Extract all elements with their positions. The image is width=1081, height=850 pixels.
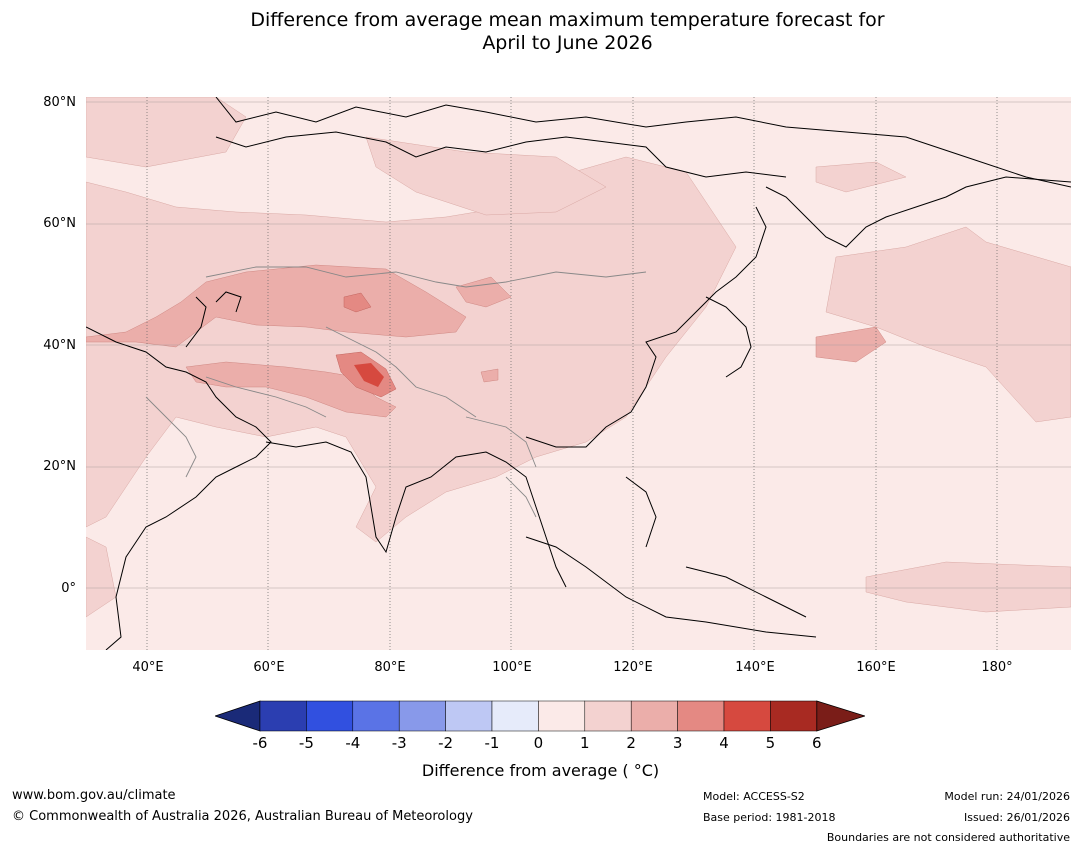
- colorbar-tick-label: 2: [626, 734, 636, 752]
- colorbar-tick-label: -5: [298, 734, 314, 752]
- coastlines: [86, 97, 1071, 650]
- lat-label-40n: 40°N: [43, 338, 76, 353]
- colorbar-cell: [770, 700, 818, 732]
- colorbar-cell: [398, 700, 446, 732]
- base-period: Base period: 1981-2018: [703, 811, 836, 824]
- colorbar-cell: [491, 700, 539, 732]
- colorbar-tick-label: -4: [345, 734, 361, 752]
- colorbar-tick-label: -2: [438, 734, 454, 752]
- colorbar-title: Difference from average ( °C): [421, 761, 660, 780]
- colorbar-tick-label: 0: [533, 734, 544, 752]
- anomaly-4-5-regions: [354, 363, 384, 387]
- latitude-gridlines: [86, 101, 1071, 589]
- lat-label-80n: 80°N: [43, 95, 76, 110]
- colorbar-extend-low: [215, 700, 261, 732]
- colorbar-cell: [723, 700, 771, 732]
- colorbar-tick-label: 1: [580, 734, 590, 752]
- colorbar-cell: [677, 700, 725, 732]
- lat-label-0: 0°: [61, 581, 76, 596]
- model-name: Model: ACCESS-S2: [703, 790, 805, 803]
- lon-label-60e: 60°E: [253, 660, 285, 675]
- colorbar-tick-label: -3: [391, 734, 407, 752]
- colorbar-tick-label: -6: [252, 734, 268, 752]
- lat-label-20n: 20°N: [43, 459, 76, 474]
- colorbar-cell: [352, 700, 400, 732]
- lon-label-80e: 80°E: [374, 660, 406, 675]
- lon-label-180: 180°: [981, 660, 1013, 675]
- lon-label-160e: 160°E: [856, 660, 896, 675]
- longitude-gridlines: [146, 97, 998, 650]
- lon-label-100e: 100°E: [492, 660, 532, 675]
- lon-label-140e: 140°E: [735, 660, 775, 675]
- colorbar-cell: [630, 700, 678, 732]
- title-line-2: April to June 2026: [482, 32, 653, 54]
- colorbar-tick-label: -1: [484, 734, 500, 752]
- lon-label-40e: 40°E: [132, 660, 164, 675]
- colorbar: [215, 700, 865, 732]
- colorbar-cell: [259, 700, 307, 732]
- colorbar-tick-label: 5: [765, 734, 776, 752]
- map-canvas: [86, 97, 1071, 650]
- website-link[interactable]: www.bom.gov.au/climate: [12, 788, 176, 803]
- colorbar-cell: [538, 700, 586, 732]
- forecast-map: [86, 97, 1071, 650]
- lat-label-60n: 60°N: [43, 216, 76, 231]
- anomaly-2-3-regions: [86, 264, 887, 418]
- title-line-1: Difference from average mean maximum tem…: [250, 9, 885, 31]
- colorbar-cell: [445, 700, 493, 732]
- boundaries-disclaimer: Boundaries are not considered authoritat…: [826, 831, 1070, 844]
- colorbar-cell: [306, 700, 354, 732]
- chart-title: Difference from average mean maximum tem…: [0, 9, 1081, 55]
- anomaly-1-2-regions: [86, 97, 1071, 618]
- colorbar-cells: [215, 700, 865, 732]
- copyright-text: © Commonwealth of Australia 2026, Austra…: [12, 809, 473, 824]
- colorbar-cell: [584, 700, 632, 732]
- lon-label-120e: 120°E: [613, 660, 653, 675]
- issued-date: Issued: 26/01/2026: [963, 811, 1070, 824]
- colorbar-tick-label: 6: [812, 734, 822, 752]
- colorbar-extend-high: [816, 700, 865, 732]
- colorbar-tick-label: 4: [719, 734, 729, 752]
- political-boundaries: [145, 266, 647, 518]
- model-run: Model run: 24/01/2026: [944, 790, 1070, 803]
- colorbar-tick-label: 3: [672, 734, 683, 752]
